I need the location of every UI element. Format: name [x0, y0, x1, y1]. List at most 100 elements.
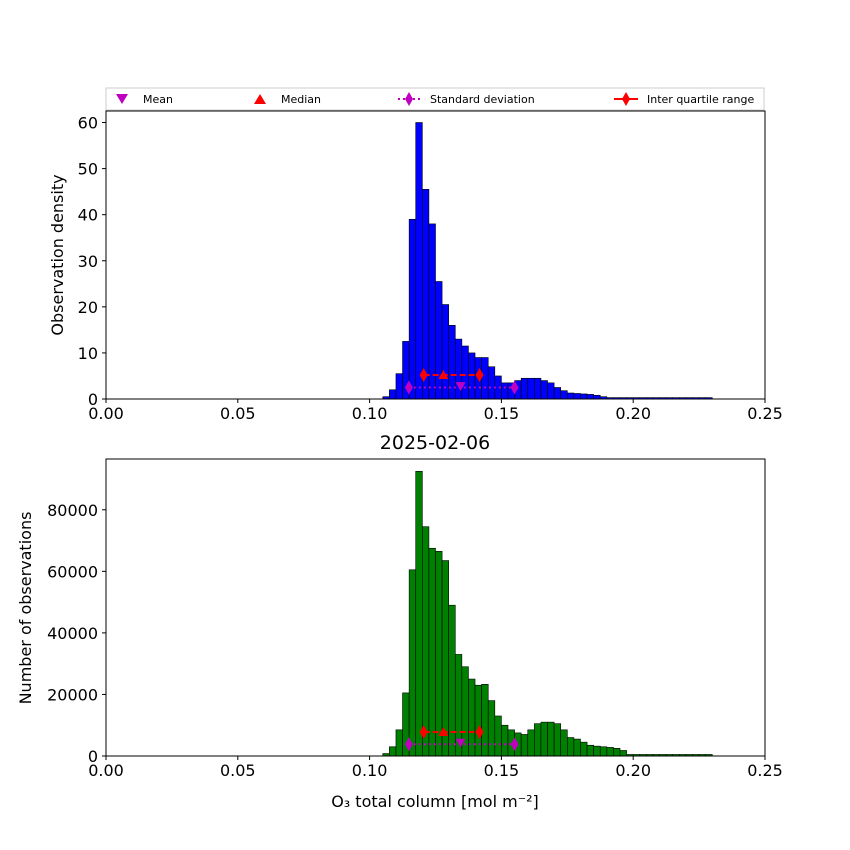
histogram-bar	[580, 393, 588, 400]
y-tick-label: 0	[88, 747, 98, 766]
y-tick-label: 50	[78, 160, 98, 179]
histogram-bar	[389, 746, 397, 757]
y-tick-label: 0	[88, 390, 98, 409]
legend-label-mean: Mean	[143, 93, 173, 106]
histogram-bar	[428, 223, 436, 400]
x-tick-label: 0.00	[88, 404, 124, 423]
y-tick-label: 40000	[47, 624, 98, 643]
histogram-bar	[573, 738, 581, 757]
iqr-high-marker	[475, 368, 484, 383]
histogram-bar	[566, 737, 575, 757]
y-tick-label: 30	[78, 252, 98, 271]
histogram-bar	[441, 304, 449, 400]
histogram-bar	[448, 604, 456, 757]
histogram-bar	[593, 395, 601, 400]
density-y-ticks: 0 10 20 30 40 50 60	[78, 114, 106, 409]
mean-marker-icon	[116, 94, 128, 104]
legend-entry-iqr: Inter quartile range	[614, 92, 754, 106]
std-high-marker	[510, 380, 519, 395]
histogram-bar	[501, 382, 509, 400]
histogram-bar	[487, 366, 496, 400]
density-bars	[382, 122, 713, 400]
histogram-bar	[599, 746, 608, 757]
histogram-bar	[395, 373, 403, 400]
y-tick-label: 20	[78, 298, 98, 317]
x-tick-label: 0.05	[220, 404, 256, 423]
histogram-bar	[540, 721, 548, 757]
iqr-low-marker	[419, 724, 428, 739]
histogram-bar	[586, 394, 594, 400]
x-tick-label: 0.20	[615, 761, 651, 780]
histogram-bar	[566, 392, 575, 400]
histogram-bar	[389, 389, 397, 400]
median-marker	[438, 370, 449, 380]
histogram-bar	[527, 377, 535, 400]
iqr-high-marker	[475, 724, 484, 739]
x-tick-label: 0.20	[615, 404, 651, 423]
count-x-ticks: 0.00 0.05 0.10 0.15 0.20 0.25	[88, 756, 783, 780]
chart-title: 2025-02-06	[380, 432, 490, 454]
histogram-bar	[553, 387, 562, 400]
histogram-bar	[487, 700, 496, 757]
histogram-bar	[619, 750, 627, 757]
histogram-bar	[593, 745, 601, 757]
histogram-bar	[494, 715, 502, 757]
y-tick-label: 10	[78, 344, 98, 363]
iqr-low-marker	[419, 368, 428, 383]
std-marker-icon	[405, 92, 413, 106]
histogram-bar	[527, 729, 535, 757]
histogram-bar	[461, 345, 469, 400]
histogram-bar	[422, 189, 430, 400]
density-axes-frame	[105, 110, 766, 400]
count-statistics	[404, 724, 519, 752]
histogram-bar	[534, 377, 542, 400]
histogram-bar	[520, 377, 529, 400]
histogram-bar	[441, 560, 449, 757]
legend-entry-std: Standard deviation	[398, 92, 535, 106]
legend-frame	[105, 87, 765, 111]
density-statistics	[404, 368, 519, 395]
legend-label-std: Standard deviation	[430, 93, 535, 106]
histogram-bar	[395, 729, 403, 757]
legend-label-iqr: Inter quartile range	[647, 93, 754, 106]
histogram-bar	[613, 748, 621, 757]
count-x-axis-label: O₃ total column [mol m⁻²]	[331, 792, 539, 811]
histogram-bar	[428, 547, 436, 757]
legend-entry-median: Median	[254, 93, 321, 106]
density-y-axis-label: Observation density	[48, 174, 67, 335]
mean-marker	[455, 382, 466, 392]
count-bars	[382, 471, 713, 757]
histogram-bar	[435, 551, 443, 757]
median-marker	[438, 726, 449, 736]
histogram-bar	[586, 744, 594, 757]
x-tick-label: 0.05	[220, 761, 256, 780]
histogram-bar	[580, 741, 588, 757]
legend-label-median: Median	[281, 93, 321, 106]
legend: Mean Median Standard deviation Inter qua…	[105, 87, 765, 111]
std-low-marker	[404, 737, 413, 752]
y-tick-label: 60000	[47, 562, 98, 581]
histogram-bar	[408, 218, 417, 400]
histogram-bar	[415, 122, 423, 400]
count-axes-frame	[105, 458, 766, 757]
legend-entry-mean: Mean	[116, 93, 173, 106]
x-tick-label: 0.10	[352, 761, 388, 780]
x-tick-label: 0.15	[484, 761, 520, 780]
histogram-bar	[481, 357, 489, 400]
histogram-bar	[547, 721, 555, 757]
histogram-bar	[560, 729, 568, 757]
x-tick-label: 0.10	[352, 404, 388, 423]
histogram-bar	[422, 526, 430, 757]
count-y-ticks: 0 20000 40000 60000 80000	[47, 501, 106, 766]
histogram-bar	[415, 471, 423, 757]
histogram-bar	[560, 390, 568, 400]
histogram-bar	[553, 723, 562, 757]
iqr-marker-icon	[622, 92, 630, 106]
y-tick-label: 20000	[47, 685, 98, 704]
count-panel: 0.00 0.05 0.10 0.15 0.20 0.25 0 20000 40000 6000…	[16, 458, 783, 811]
x-tick-label: 0.25	[747, 761, 783, 780]
histogram-bar	[501, 724, 509, 757]
histogram-bar	[474, 684, 482, 757]
count-y-axis-label: Number of observations	[16, 512, 35, 705]
